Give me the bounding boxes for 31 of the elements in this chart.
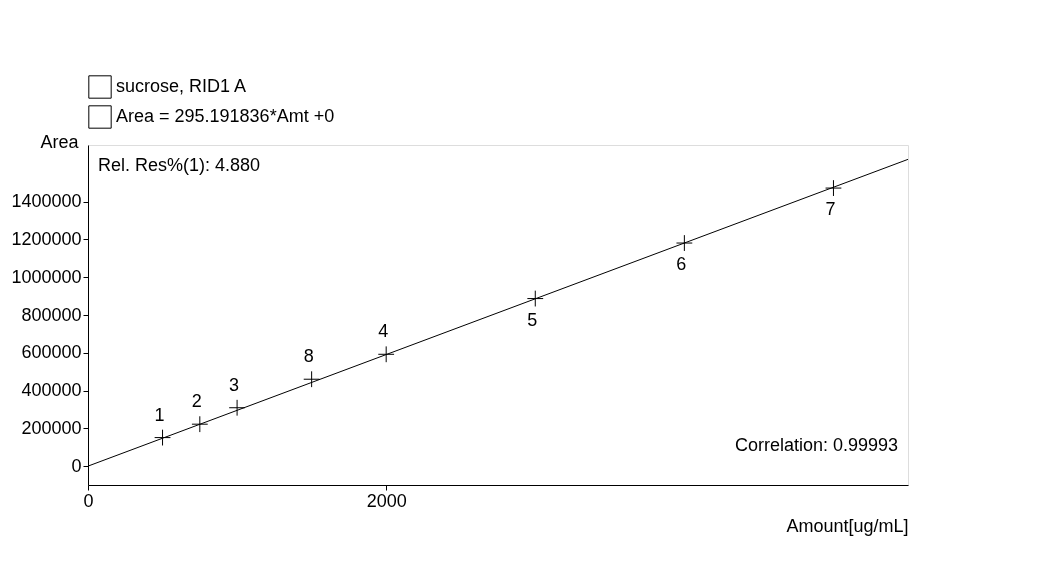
x-axis-title: Amount[ug/mL] [786,515,909,536]
y-tick-label: 600000 [21,342,82,363]
point [675,234,693,252]
annotation: Correlation: 0.99993 [734,435,898,455]
annotation: 4 [378,321,389,342]
y-tick-label: 1200000 [11,228,82,249]
point [825,179,842,197]
point [526,290,544,307]
point [154,429,171,446]
y-tick-label: 400000 [21,380,82,401]
annotation: 7 [825,199,836,220]
y-tick-label: 200000 [21,417,82,438]
y-tick-label: 1000000 [11,266,82,287]
annotation: 3 [229,374,240,395]
annotation: 1 [154,404,165,425]
annotation: 2 [191,391,202,412]
annotation: Rel. Res%(1): 4.880 [98,155,261,175]
point [377,345,395,363]
legend-label: sucrose, RID1 A [116,76,247,96]
annotation: 6 [676,254,687,275]
annotation: 8 [303,346,314,367]
y-tick-label: 1400000 [11,191,82,212]
y-tick-label: 800000 [21,304,82,325]
y-axis-title: Area [40,131,80,152]
point [228,399,246,417]
y-tick-label: 0 [71,455,82,476]
annotation: 5 [527,309,538,330]
point [303,370,321,388]
x-tick-label: 2000 [366,490,407,511]
point [191,415,209,433]
legend-label: Area = 295.191836*Amt +0 [116,106,335,126]
